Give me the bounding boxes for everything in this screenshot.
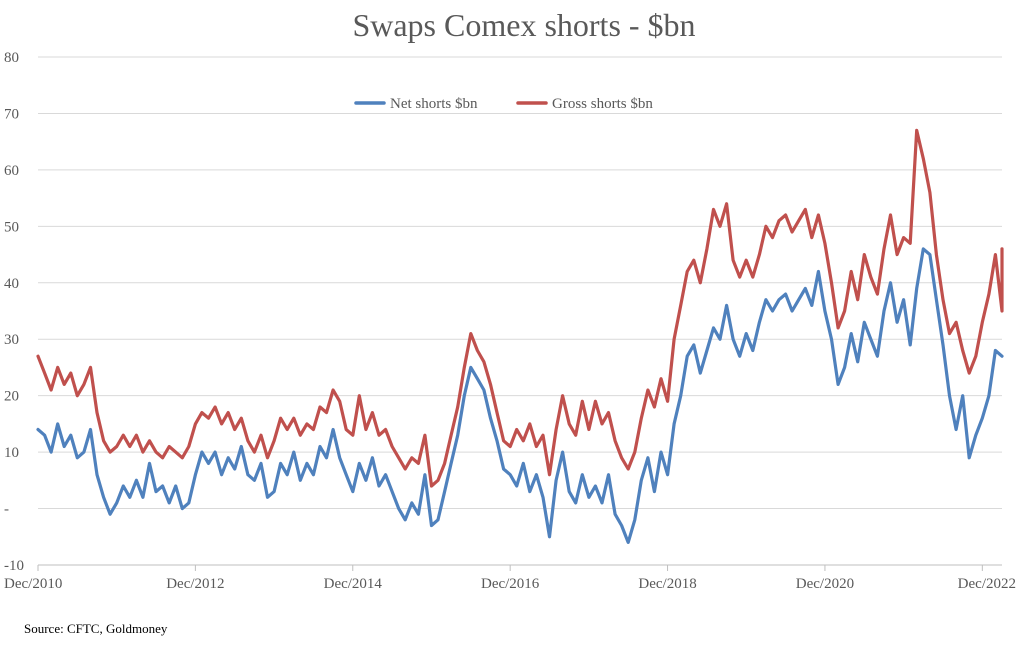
x-tick-label: Dec/2018 bbox=[638, 576, 696, 592]
y-tick-label: 70 bbox=[4, 106, 19, 122]
y-tick-label: 20 bbox=[4, 389, 19, 405]
chart-title: Swaps Comex shorts - $bn bbox=[352, 7, 695, 43]
y-tick-label: 80 bbox=[4, 50, 19, 66]
series-line-gross-shorts bbox=[36, 128, 1004, 488]
y-tick-label: 60 bbox=[4, 163, 19, 179]
y-tick-label: - bbox=[4, 502, 9, 518]
x-tick-label: Dec/2012 bbox=[166, 576, 224, 592]
legend: Net shorts $bn Gross shorts $bn bbox=[354, 96, 653, 112]
y-tick-label: 10 bbox=[4, 445, 19, 461]
x-tick-label: Dec/2014 bbox=[324, 576, 383, 592]
x-tick-label: Dec/2010 bbox=[4, 576, 62, 592]
legend-label: Gross shorts $bn bbox=[552, 96, 653, 112]
y-tick-label: 50 bbox=[4, 219, 19, 235]
y-tick-label: 30 bbox=[4, 332, 19, 348]
y-tick-label: 40 bbox=[4, 276, 19, 292]
x-tick-label: Dec/2016 bbox=[481, 576, 540, 592]
gridlines bbox=[38, 56, 1002, 566]
y-tick-label: -10 bbox=[4, 558, 24, 574]
legend-label: Net shorts $bn bbox=[390, 96, 478, 112]
series-group bbox=[36, 128, 1004, 545]
x-tick-label: Dec/2022 bbox=[958, 576, 1016, 592]
x-axis: Dec/2010 Dec/2012 Dec/2014 Dec/2016 Dec/2018… bbox=[4, 564, 1016, 592]
source-note: Source: CFTC, Goldmoney bbox=[24, 621, 168, 636]
series-line-net-shorts bbox=[36, 247, 1004, 545]
x-tick-label: Dec/2020 bbox=[796, 576, 854, 592]
